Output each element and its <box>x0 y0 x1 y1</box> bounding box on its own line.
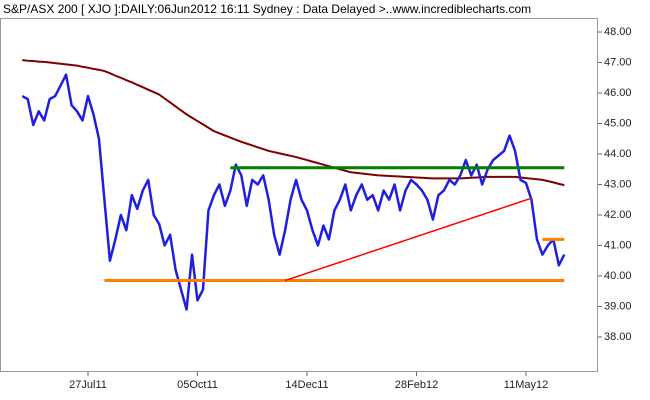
x-tick-label: 27Jul11 <box>69 379 107 391</box>
y-tick-label: 38.00 <box>604 331 632 343</box>
series-line <box>22 59 565 187</box>
y-tick-label: 45.00 <box>604 117 632 129</box>
y-tick-label: 39.00 <box>604 300 632 312</box>
series-line <box>21 73 566 311</box>
chart-title: S&P/ASX 200 [ XJO ]:DAILY:06Jun2012 16:1… <box>3 2 531 16</box>
x-tick-label: 28Feb12 <box>395 379 438 391</box>
x-tick-label: 14Dec11 <box>285 379 328 391</box>
x-tick-label: 05Oct11 <box>177 379 218 391</box>
y-tick-label: 47.00 <box>604 56 632 68</box>
y-tick-label: 44.00 <box>604 148 632 160</box>
y-tick-label: 46.00 <box>604 87 632 99</box>
y-tick-label: 41.00 <box>604 239 632 251</box>
series-line <box>284 197 532 282</box>
y-tick-label: 42.00 <box>604 209 632 221</box>
x-tick-label: 11May12 <box>504 379 548 391</box>
plot-frame <box>0 18 598 372</box>
y-tick-label: 43.00 <box>604 178 632 190</box>
y-tick-label: 40.00 <box>604 270 632 282</box>
y-tick-label: 48.00 <box>604 26 632 38</box>
